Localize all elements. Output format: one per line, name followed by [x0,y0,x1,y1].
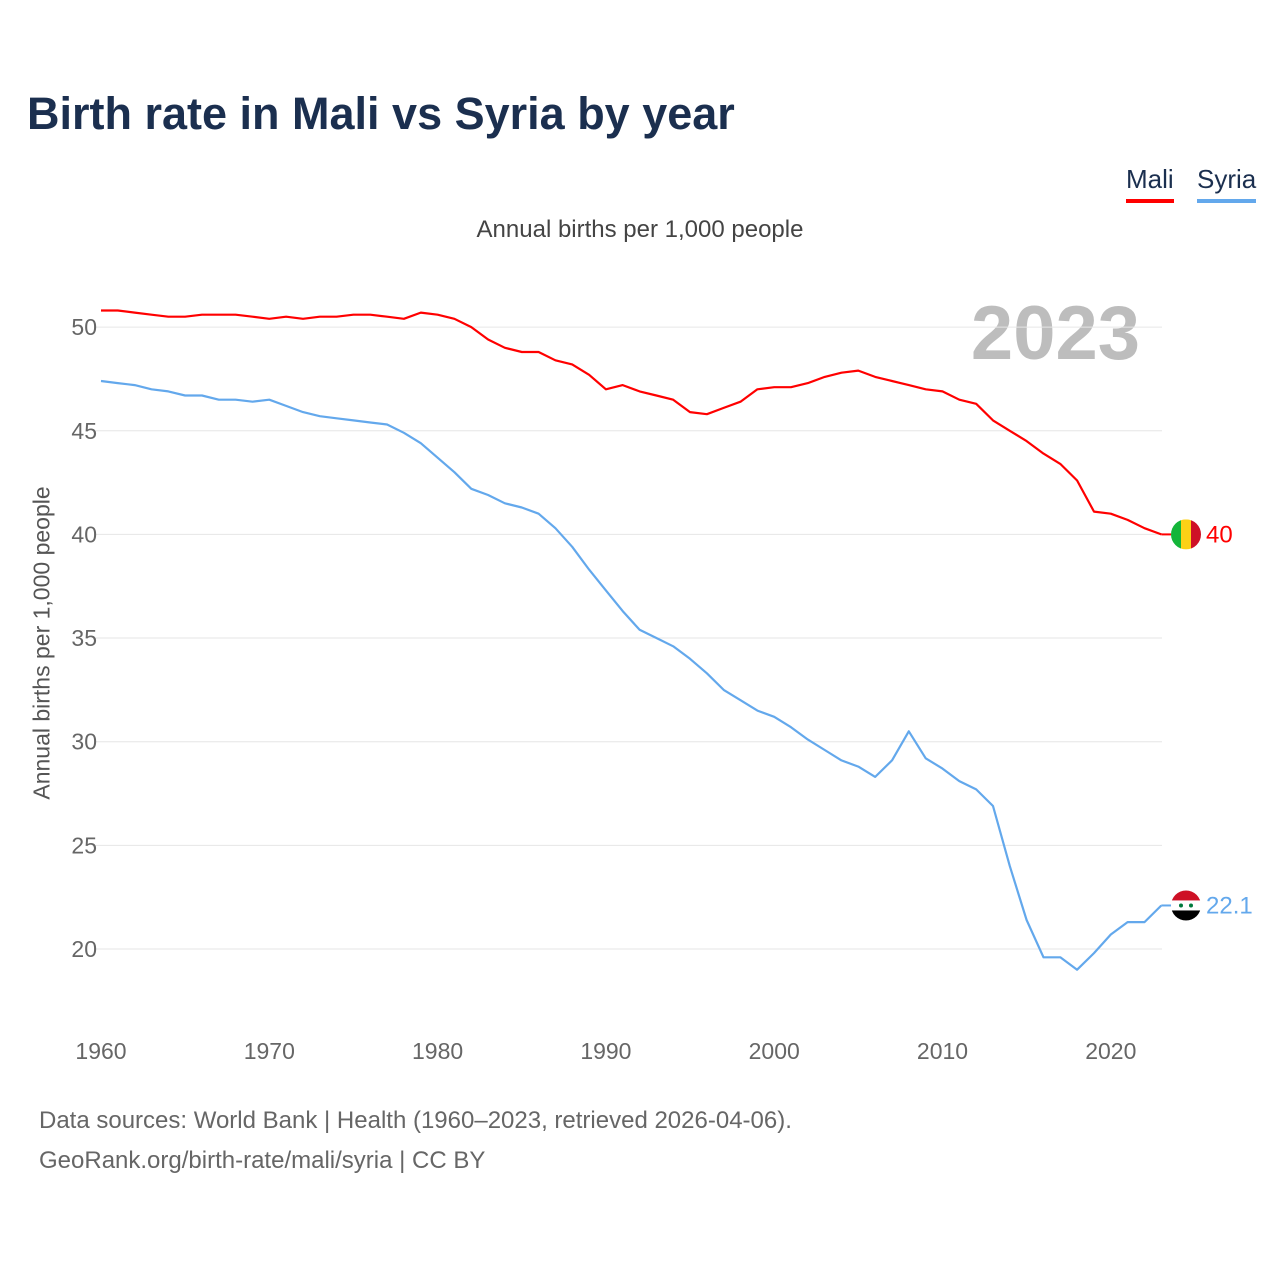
flag-stripe [1171,900,1201,911]
flag-body [1171,890,1201,921]
y-tick-label: 20 [71,936,97,962]
y-tick-label: 40 [71,521,97,547]
chart-subtitle: Annual births per 1,000 people [476,216,804,243]
footer-sources: Data sources: World Bank | Health (1960–… [39,1107,792,1134]
x-tick-label: 1990 [580,1038,631,1064]
y-tick-label: 30 [71,729,97,755]
flag-body [1171,519,1201,550]
end-value-label-syria: 22.1 [1206,892,1253,919]
end-value-label-mali: 40 [1206,521,1233,548]
year-display: 2023 [970,291,1140,376]
flag-stripe [1171,519,1181,550]
flag-stripe [1191,519,1201,550]
x-tick-label: 1980 [412,1038,463,1064]
y-tick-label: 45 [71,418,97,444]
x-tick-label: 1960 [75,1038,126,1064]
footer-credit: GeoRank.org/birth-rate/mali/syria | CC B… [39,1147,486,1174]
flag-star [1189,903,1193,908]
flag-mali-icon [1171,519,1201,550]
x-tick-label: 2010 [917,1038,968,1064]
x-tick-label: 1970 [244,1038,295,1064]
flag-stripe [1171,890,1201,901]
y-tick-label: 50 [71,314,97,340]
chart-title: Birth rate in Mali vs Syria by year [27,88,735,139]
flag-stripe [1181,519,1191,550]
x-tick-label: 2000 [749,1038,800,1064]
flag-stripe [1171,910,1201,921]
legend-mali[interactable]: Mali [1126,164,1174,203]
x-tick-label: 2020 [1085,1038,1136,1064]
y-tick-label: 35 [71,625,97,651]
series-line-mali [101,309,1162,536]
legend-syria[interactable]: Syria [1197,164,1257,203]
y-tick-label: 25 [71,832,97,858]
flag-star [1179,903,1183,908]
flag-syria-icon [1171,890,1201,921]
series-line-syria [100,379,1163,971]
